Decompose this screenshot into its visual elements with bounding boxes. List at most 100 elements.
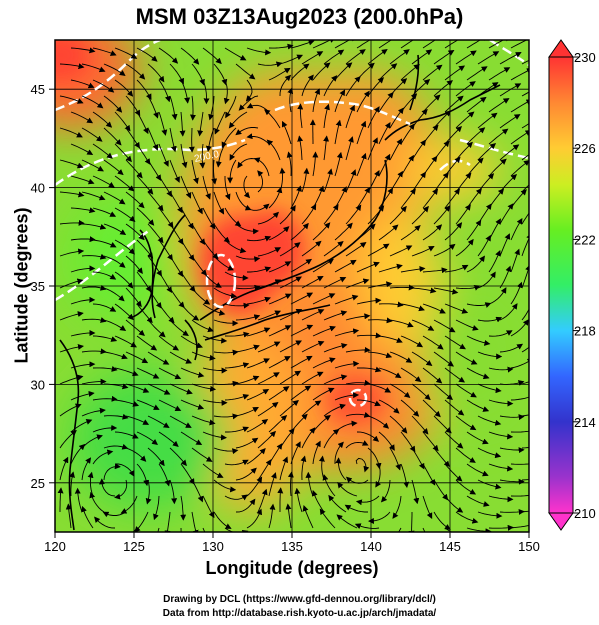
streamline (444, 367, 466, 383)
streamline (268, 472, 277, 497)
streamline (158, 207, 174, 229)
streamline (312, 357, 336, 369)
streamline (225, 426, 250, 433)
streamline (147, 351, 170, 365)
streamline (290, 258, 313, 273)
streamline (65, 503, 72, 529)
streamline (224, 362, 250, 369)
streamline (92, 303, 117, 312)
streamline (81, 284, 107, 291)
streamline (389, 319, 414, 328)
streamline (264, 109, 281, 129)
streamline (158, 367, 182, 380)
streamline (224, 302, 250, 309)
streamline (323, 203, 339, 225)
streamline (191, 447, 213, 462)
streamline (235, 375, 260, 385)
streamline (345, 476, 369, 484)
streamline (510, 218, 523, 241)
streamline (533, 250, 541, 272)
colorbar-tick-label: 222 (574, 232, 596, 247)
streamline (57, 487, 64, 512)
streamline (103, 95, 123, 113)
streamline (114, 271, 134, 289)
streamline (433, 511, 451, 530)
streamline (335, 457, 347, 481)
streamline (224, 459, 249, 466)
streamline (103, 443, 129, 450)
streamline (356, 297, 382, 305)
streamline (510, 525, 529, 529)
streamline (191, 383, 217, 392)
streamline (59, 456, 69, 481)
streamline (224, 207, 242, 227)
streamline (158, 303, 175, 324)
streamline (208, 95, 215, 121)
streamline (70, 236, 96, 243)
streamline (191, 223, 206, 246)
streamline (169, 383, 193, 395)
streamline (477, 415, 502, 426)
streamline (466, 255, 485, 273)
streamline (70, 47, 96, 54)
streamline (191, 287, 211, 305)
streamline (253, 157, 270, 177)
streamline (488, 399, 514, 407)
streamline (279, 399, 299, 417)
x-tick-label: 130 (202, 539, 224, 554)
streamline (433, 287, 459, 295)
streamline (147, 191, 164, 212)
streamline (70, 296, 96, 305)
streamline (312, 325, 336, 337)
streamline (202, 47, 222, 65)
streamline (466, 495, 490, 507)
streamline (378, 301, 404, 308)
streamline (287, 471, 294, 497)
streamline (59, 63, 85, 70)
streamline (202, 271, 222, 288)
streamline (323, 428, 340, 449)
streamline (392, 495, 402, 519)
streamline (213, 191, 225, 215)
streamline (356, 261, 380, 273)
streamline (290, 355, 313, 369)
streamline (153, 495, 160, 521)
streamline (92, 239, 117, 248)
streamline (499, 265, 512, 289)
streamline (422, 367, 443, 384)
streamline (488, 249, 501, 273)
streamline (158, 399, 182, 412)
streamline (510, 430, 529, 433)
streamline (103, 159, 124, 176)
streamline (279, 456, 288, 481)
streamline (145, 479, 152, 505)
streamline (400, 399, 420, 417)
streamline (213, 413, 239, 420)
streamline (521, 479, 529, 481)
streamline (444, 335, 466, 350)
streamline (247, 266, 272, 273)
streamline (305, 471, 314, 497)
streamline (422, 431, 439, 452)
streamline (344, 504, 368, 513)
streamline (147, 127, 159, 151)
streamline (301, 309, 325, 321)
streamline (488, 463, 514, 472)
x-axis-ticks: 120 125 130 135 140 145 150 (44, 532, 540, 554)
streamline (433, 205, 451, 225)
streamline (290, 292, 314, 305)
streamline (290, 441, 301, 465)
streamline (378, 399, 400, 414)
streamline (70, 419, 93, 433)
streamline (521, 447, 529, 449)
streamline (297, 135, 304, 161)
streamline (455, 511, 479, 524)
streamline (433, 383, 453, 401)
streamline (158, 79, 171, 103)
streamline (246, 447, 266, 465)
streamline (378, 335, 403, 343)
streamline (301, 51, 324, 65)
streamline (213, 349, 239, 356)
streamline (136, 207, 155, 226)
